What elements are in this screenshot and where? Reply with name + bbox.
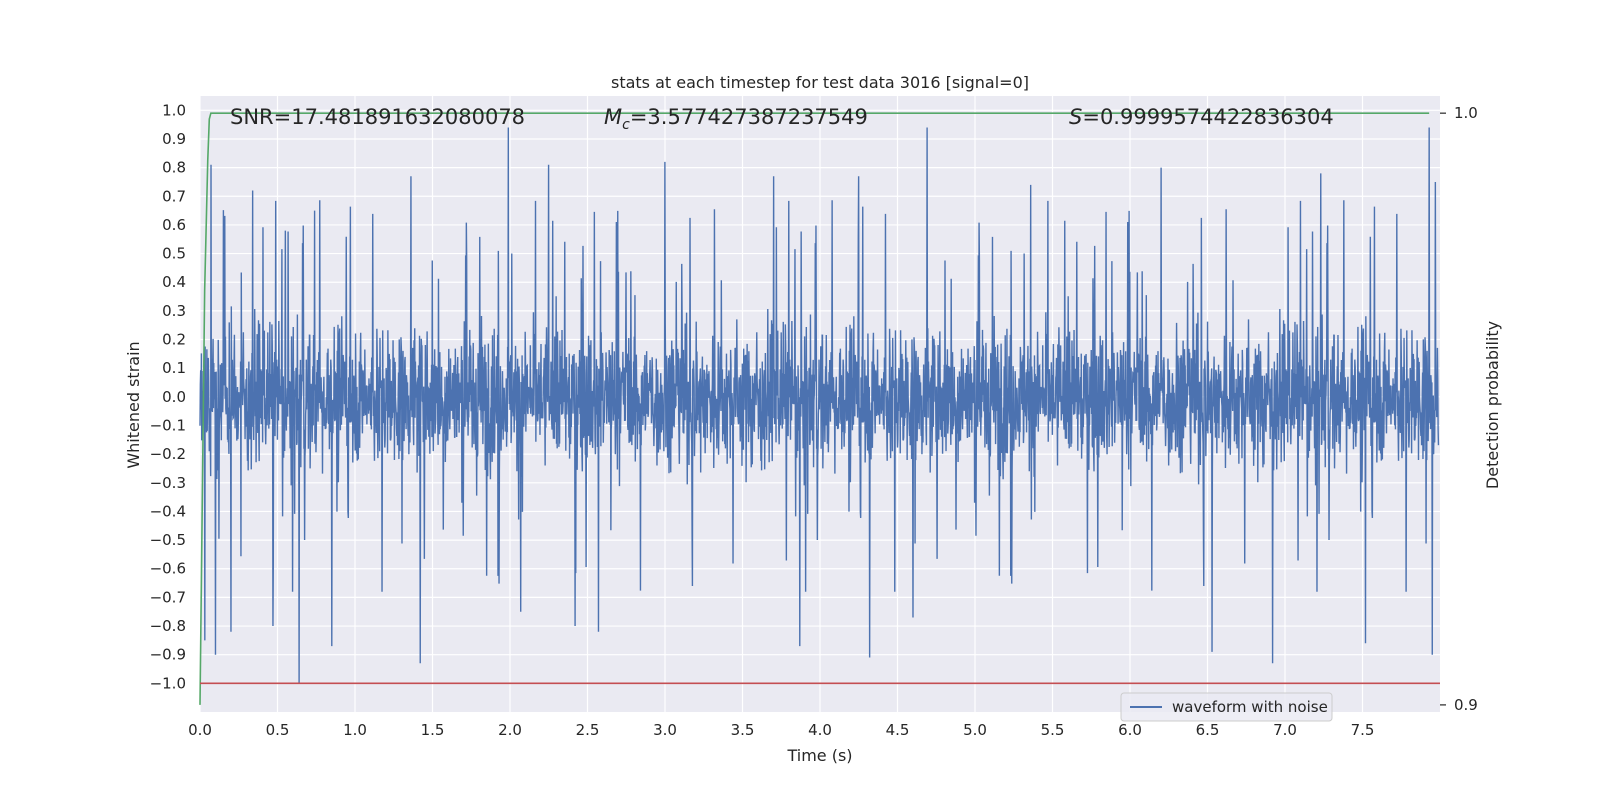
x-tick-label: 5.5: [1041, 721, 1065, 739]
y-tick-label: 0.1: [162, 359, 186, 377]
x-tick-label: 7.5: [1351, 721, 1375, 739]
y-tick-label: −0.3: [150, 474, 186, 492]
legend-label: waveform with noise: [1172, 698, 1328, 716]
ticks-layer: 0.0 0.5 1.0 1.5 2.0 2.5 3.0 3.5 4.0 4.5 5.0 5.5 6.0 6…: [150, 101, 1478, 739]
chirp-mass-symbol: M: [604, 105, 622, 129]
series-detection-probability: [199, 112, 1430, 705]
legend: waveform with noise: [1120, 692, 1333, 722]
x-tick-label: 5.0: [963, 721, 987, 739]
legend-box: [1120, 692, 1333, 722]
x-tick-label: 1.0: [343, 721, 367, 739]
y-axis-label: Whitened strain: [124, 341, 143, 468]
x-tick-label: 4.5: [886, 721, 910, 739]
y2-axis-label: Detection probability: [1483, 321, 1502, 489]
y-tick-label: 0.2: [162, 331, 186, 349]
y-tick-label: −0.7: [150, 588, 186, 606]
detection-score-symbol: S: [1069, 105, 1082, 129]
y2-tick-label: 1.0: [1454, 104, 1478, 122]
x-tick-label: 7.0: [1273, 721, 1297, 739]
x-tick-label: 4.0: [808, 721, 832, 739]
series-layer: [199, 112, 1440, 705]
chart-title: stats at each timestep for test data 301…: [611, 73, 1029, 92]
snr-annotation: SNR=17.481891632080078: [230, 105, 525, 129]
chirp-mass-subscript: c: [622, 117, 630, 133]
chirp-mass-annotation: Mc=3.577427387237549: [604, 105, 868, 133]
y-tick-label: −0.4: [150, 502, 186, 520]
detection-score-value: =0.9999574422836304: [1082, 105, 1333, 129]
y2-tick-label: 0.9: [1454, 696, 1478, 714]
y-tick-label: −0.2: [150, 445, 186, 463]
detection-score-annotation: S=0.9999574422836304: [1069, 105, 1334, 129]
y-tick-label: −0.5: [150, 531, 186, 549]
y-tick-label: −0.9: [150, 646, 186, 664]
x-tick-label: 0.5: [266, 721, 290, 739]
x-tick-label: 0.0: [188, 721, 212, 739]
y-tick-label: 0.5: [162, 245, 186, 263]
y-tick-label: 0.3: [162, 302, 186, 320]
x-tick-label: 6.0: [1118, 721, 1142, 739]
x-tick-label: 3.5: [731, 721, 755, 739]
x-tick-label: 2.5: [576, 721, 600, 739]
y-tick-label: −0.1: [150, 416, 186, 434]
y-tick-label: 0.7: [162, 187, 186, 205]
y-tick-label: −0.8: [150, 617, 186, 635]
y-tick-label: 0.0: [162, 388, 186, 406]
y-tick-label: 1.0: [162, 101, 186, 119]
y-tick-label: 0.8: [162, 159, 186, 177]
y-tick-label: 0.6: [162, 216, 186, 234]
x-axis-label: Time (s): [786, 746, 852, 765]
x-tick-label: 1.5: [421, 721, 445, 739]
x-tick-label: 3.0: [653, 721, 677, 739]
y-tick-label: 0.4: [162, 273, 186, 291]
series-waveform-with-noise: [199, 127, 1440, 684]
chirp-mass-value: =3.577427387237549: [630, 105, 868, 129]
x-tick-label: 6.5: [1196, 721, 1220, 739]
y-tick-label: −1.0: [150, 674, 186, 692]
y-tick-label: 0.9: [162, 130, 186, 148]
x-tick-label: 2.0: [498, 721, 522, 739]
y-tick-label: −0.6: [150, 560, 186, 578]
